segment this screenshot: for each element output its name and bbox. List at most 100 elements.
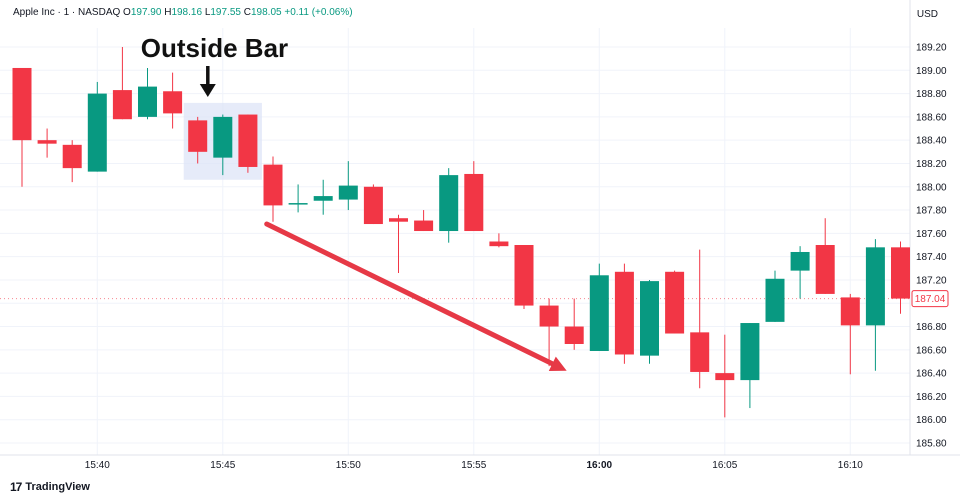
candle <box>740 323 760 409</box>
candle-body <box>765 278 785 322</box>
y-tick-label: 188.20 <box>916 159 947 170</box>
currency-label[interactable]: USD <box>916 9 938 20</box>
candle <box>464 161 484 232</box>
candle-body <box>564 326 584 344</box>
candle-body <box>389 218 408 222</box>
candle <box>715 334 735 418</box>
low-label: L <box>204 7 211 18</box>
low-value: 197.55 <box>210 7 241 18</box>
candle-body <box>640 281 659 356</box>
candle <box>489 233 509 248</box>
candle <box>640 279 659 364</box>
candle-body <box>815 245 835 294</box>
y-tick-label: 188.00 <box>916 182 947 193</box>
y-tick-label: 188.60 <box>916 112 947 123</box>
y-tick-label: 187.80 <box>916 206 947 217</box>
close-label: C <box>243 7 251 18</box>
y-tick-label: 186.80 <box>916 322 947 333</box>
candle <box>514 245 534 310</box>
candle-body <box>840 297 860 326</box>
candle <box>389 214 408 273</box>
candle <box>815 218 835 294</box>
candle-body <box>514 245 534 306</box>
candle-body <box>263 164 283 206</box>
close-value: 198.05 <box>250 7 282 18</box>
y-tick-label: 187.60 <box>916 229 947 240</box>
candle-body <box>138 86 157 117</box>
candle-body <box>489 241 509 247</box>
candle <box>37 128 57 158</box>
x-tick-label: 16:10 <box>838 460 863 471</box>
y-tick-label: 186.60 <box>916 345 947 356</box>
candle <box>138 67 157 120</box>
candle <box>112 47 132 120</box>
downtrend-arrow-head-icon <box>548 356 567 371</box>
candle-body <box>891 247 910 299</box>
candle-body <box>87 93 107 172</box>
candle <box>338 161 358 211</box>
candle-body <box>464 173 484 232</box>
candle-body <box>690 332 710 372</box>
candle-body <box>37 140 57 144</box>
y-tick-label: 187.40 <box>916 252 947 263</box>
y-tick-label: 188.80 <box>916 89 947 100</box>
downtrend-arrow <box>264 221 555 367</box>
candle-body <box>313 196 333 201</box>
candle-body <box>715 373 735 381</box>
last-price-badge <box>911 290 949 308</box>
x-tick-label: 15:55 <box>461 460 486 471</box>
y-tick-label: 186.20 <box>916 392 947 403</box>
change-value: +0.11 (+0.06%) <box>284 7 353 18</box>
symbol-legend: Apple Inc · 1 · NASDAQ O197.90 H198.16 L… <box>13 7 353 18</box>
candle-body <box>238 114 258 167</box>
candle-body <box>288 203 308 205</box>
y-tick-label: 186.40 <box>916 369 947 380</box>
candle <box>840 293 860 375</box>
candle <box>539 298 559 367</box>
y-tick-label: 186.00 <box>916 415 947 426</box>
x-tick-label: 16:00 <box>587 460 613 471</box>
x-tick-label: 15:40 <box>85 460 110 471</box>
candle-body <box>414 220 434 232</box>
candle-body <box>62 144 82 169</box>
time-axis[interactable]: 15:40 15:45 15:50 15:55 16:00 16:05 16:10 <box>85 460 863 471</box>
last-price-label: 187.04 <box>915 294 946 305</box>
price-axis[interactable]: 189.20 189.00 188.80 188.60 188.40 188.20 188.… <box>911 43 949 450</box>
candle-body <box>439 175 459 232</box>
candle-body <box>665 271 685 334</box>
candle-body <box>740 323 760 381</box>
open-value: 197.90 <box>130 7 162 18</box>
candle-body <box>213 116 233 158</box>
candle <box>62 140 82 183</box>
candle-body <box>363 186 383 225</box>
candle-body <box>865 247 885 326</box>
candle <box>765 270 785 322</box>
y-tick-label: 189.00 <box>916 66 947 77</box>
y-tick-label: 188.40 <box>916 136 947 147</box>
candle <box>163 72 183 129</box>
tradingview-brand[interactable]: 17 TradingView <box>10 480 90 494</box>
candle <box>589 263 609 351</box>
candle-body <box>539 305 559 327</box>
candle-body <box>790 251 810 271</box>
high-label: H <box>164 7 172 18</box>
candle-body <box>589 275 609 351</box>
candle <box>891 241 910 314</box>
candles-layer <box>12 47 910 418</box>
candle-body <box>338 185 358 200</box>
candle <box>363 184 383 225</box>
candle <box>213 114 233 176</box>
x-tick-label: 16:05 <box>712 460 737 471</box>
candle <box>690 249 710 389</box>
candle <box>414 210 434 232</box>
candle <box>614 263 634 364</box>
y-tick-label: 185.80 <box>916 439 947 450</box>
candle <box>12 67 32 187</box>
candle <box>288 184 308 213</box>
candle <box>439 168 459 243</box>
outside-bar-label: Outside Bar <box>141 33 288 63</box>
candle <box>188 116 208 164</box>
x-tick-label: 15:45 <box>210 460 235 471</box>
down-arrow-head-icon <box>199 84 216 97</box>
